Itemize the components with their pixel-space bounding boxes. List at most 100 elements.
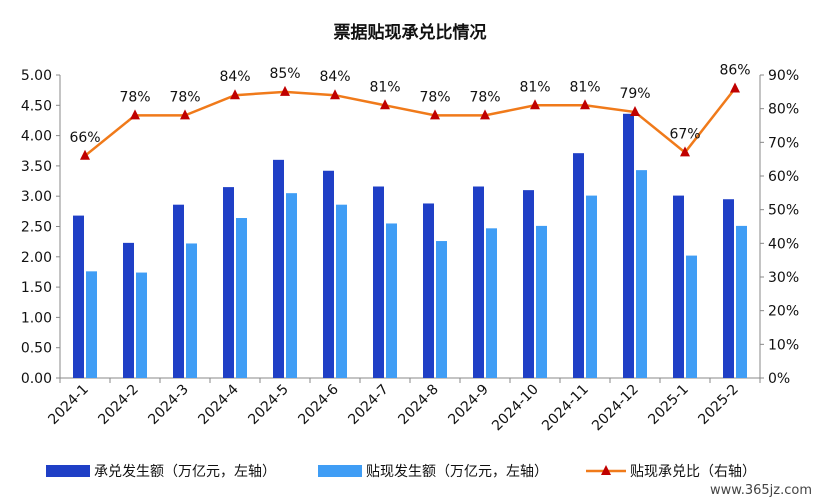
acceptance-bar bbox=[523, 190, 534, 378]
left-tick-label: 0.00 bbox=[21, 371, 52, 387]
x-tick-label: 2024-12 bbox=[589, 382, 642, 435]
x-tick-label: 2024-10 bbox=[489, 382, 542, 435]
acceptance-bar bbox=[723, 199, 734, 378]
x-tick-label: 2024-7 bbox=[345, 382, 391, 428]
legend: 承兑发生额（万亿元，左轴） 贴现发生额（万亿元，左轴） 贴现承兑比（右轴） bbox=[46, 464, 756, 480]
acceptance-bar bbox=[323, 170, 334, 378]
ratio-marker bbox=[730, 82, 740, 93]
right-tick-label: 80% bbox=[768, 102, 799, 118]
discount-bar bbox=[586, 195, 597, 378]
acceptance-bar bbox=[273, 159, 284, 378]
acceptance-bar bbox=[623, 113, 634, 378]
x-tick-label: 2024-4 bbox=[195, 381, 241, 427]
right-tick-label: 60% bbox=[768, 169, 799, 185]
discount-bar bbox=[686, 255, 697, 378]
ratio-data-label: 78% bbox=[119, 89, 150, 105]
ratio-marker bbox=[380, 99, 390, 110]
discount-bar bbox=[386, 223, 397, 378]
ratio-marker bbox=[330, 89, 340, 100]
ratio-data-label: 84% bbox=[219, 69, 250, 85]
discount-bar bbox=[436, 241, 447, 378]
x-tick-label: 2024-9 bbox=[445, 382, 491, 428]
left-tick-label: 4.00 bbox=[21, 129, 52, 145]
ratio-data-label: 78% bbox=[419, 89, 450, 105]
ratio-marker bbox=[130, 109, 140, 120]
ratio-data-label: 86% bbox=[719, 62, 750, 78]
ratio-marker bbox=[80, 149, 90, 160]
discount-bar bbox=[186, 243, 197, 378]
ratio-data-label: 81% bbox=[369, 79, 400, 95]
left-tick-label: 0.50 bbox=[21, 341, 52, 357]
ratio-data-label: 67% bbox=[669, 126, 700, 142]
legend-discount-label: 贴现发生额（万亿元，左轴） bbox=[366, 464, 548, 480]
discount-bar bbox=[136, 272, 147, 378]
legend-acceptance-swatch bbox=[46, 465, 90, 477]
ratio-marker bbox=[530, 99, 540, 110]
ratio-marker bbox=[230, 89, 240, 100]
discount-bar bbox=[736, 225, 747, 378]
ratio-data-label: 81% bbox=[519, 79, 550, 95]
ratio-marker bbox=[430, 109, 440, 120]
x-tick-label: 2024-3 bbox=[145, 382, 191, 428]
legend-ratio-marker bbox=[601, 465, 611, 475]
left-tick-label: 3.50 bbox=[21, 159, 52, 175]
ratio-marker bbox=[180, 109, 190, 120]
ratio-data-label: 84% bbox=[319, 69, 350, 85]
acceptance-bar bbox=[123, 242, 134, 378]
x-tick-label: 2025-1 bbox=[645, 382, 691, 428]
acceptance-bar bbox=[223, 187, 234, 378]
left-tick-label: 3.00 bbox=[21, 189, 52, 205]
acceptance-bar bbox=[423, 203, 434, 378]
right-tick-label: 50% bbox=[768, 203, 799, 219]
ratio-data-label: 79% bbox=[619, 86, 650, 102]
x-tick-label: 2024-5 bbox=[245, 382, 291, 428]
x-tick-label: 2024-1 bbox=[45, 382, 91, 428]
acceptance-bar bbox=[573, 153, 584, 378]
x-tick-label: 2025-2 bbox=[695, 382, 741, 428]
x-tick-label: 2024-2 bbox=[95, 382, 141, 428]
x-tick-label: 2024-8 bbox=[395, 382, 441, 428]
left-tick-label: 4.50 bbox=[21, 98, 52, 114]
discount-bar bbox=[286, 193, 297, 378]
ratio-marker bbox=[630, 106, 640, 117]
right-tick-label: 10% bbox=[768, 337, 799, 353]
discount-bar bbox=[86, 271, 97, 378]
watermark: www.365jz.com bbox=[710, 483, 812, 498]
chart-title: 票据贴现承兑比情况 bbox=[334, 22, 487, 43]
discount-bar bbox=[336, 204, 347, 378]
acceptance-bar bbox=[73, 215, 84, 378]
left-tick-label: 2.00 bbox=[21, 250, 52, 266]
right-tick-label: 20% bbox=[768, 304, 799, 320]
right-tick-label: 40% bbox=[768, 236, 799, 252]
discount-bar bbox=[636, 170, 647, 378]
ratio-data-label: 78% bbox=[169, 89, 200, 105]
left-tick-label: 2.50 bbox=[21, 220, 52, 236]
right-tick-label: 90% bbox=[768, 68, 799, 84]
ratio-marker bbox=[580, 99, 590, 110]
ratio-data-label: 66% bbox=[69, 130, 100, 146]
acceptance-bar bbox=[173, 204, 184, 378]
acceptance-bar bbox=[473, 186, 484, 378]
ratio-data-label: 78% bbox=[469, 89, 500, 105]
left-tick-label: 1.00 bbox=[21, 310, 52, 326]
ratio-data-label: 81% bbox=[569, 79, 600, 95]
discount-bar bbox=[236, 218, 247, 378]
acceptance-bar bbox=[373, 186, 384, 378]
legend-ratio-label: 贴现承兑比（右轴） bbox=[630, 464, 756, 480]
plot-area: 0.00 0.50 1.00 1.50 2.00 2.50 3.00 3.50 4.00 4.50… bbox=[21, 62, 799, 434]
ratio-marker bbox=[480, 109, 490, 120]
x-tick-label: 2024-6 bbox=[295, 381, 341, 427]
x-tick-label: 2024-11 bbox=[539, 382, 592, 435]
discount-bar bbox=[486, 228, 497, 378]
right-tick-label: 70% bbox=[768, 135, 799, 151]
legend-discount-swatch bbox=[318, 465, 362, 477]
left-tick-label: 5.00 bbox=[21, 68, 52, 84]
ratio-marker bbox=[280, 85, 290, 96]
ratio-line bbox=[84, 87, 736, 157]
ratio-marker bbox=[680, 146, 690, 157]
left-tick-label: 1.50 bbox=[21, 280, 52, 296]
ratio-data-label: 85% bbox=[269, 66, 300, 82]
acceptance-bar bbox=[673, 195, 684, 378]
discount-bar bbox=[536, 225, 547, 378]
